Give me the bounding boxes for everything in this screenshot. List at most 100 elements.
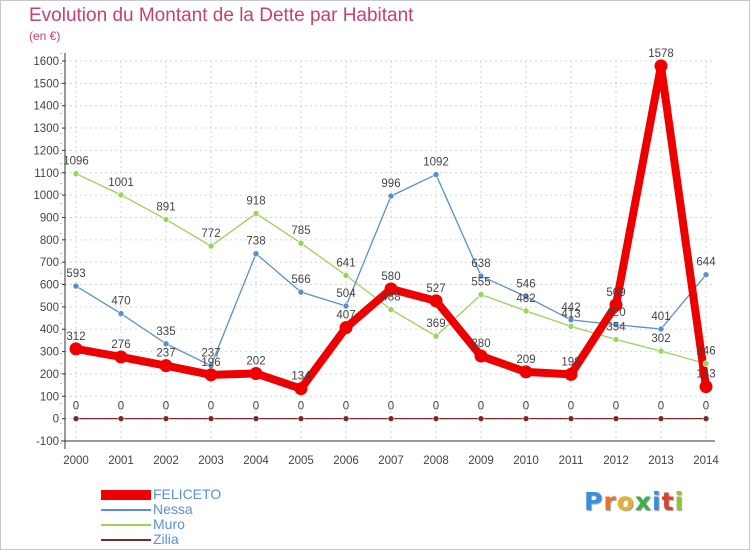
data-point-nessa-2012 <box>612 321 620 329</box>
data-label-nessa-2009: 638 <box>471 258 490 270</box>
data-point-muro-2004 <box>252 210 260 217</box>
x-tick-label-2011: 2011 <box>559 455 584 467</box>
y-tick-label-1400: 1400 <box>33 101 59 113</box>
data-point-zilia-2004 <box>252 415 260 422</box>
y-tick-label-900: 900 <box>40 212 59 224</box>
data-point-muro-2006 <box>342 272 350 279</box>
data-point-nessa-2004 <box>252 250 260 257</box>
data-label-zilia-2010: 0 <box>523 401 529 413</box>
data-label-nessa-2011: 442 <box>561 302 580 314</box>
data-point-feliceto-2011 <box>564 367 578 381</box>
data-label-nessa-2014: 644 <box>696 257 716 269</box>
data-label-zilia-2008: 0 <box>433 401 439 413</box>
data-label-muro-2008: 369 <box>426 318 445 330</box>
y-tick-label-0: 0 <box>53 414 59 426</box>
data-label-feliceto-2006: 407 <box>336 310 355 322</box>
data-point-zilia-2007 <box>387 415 395 422</box>
data-label-feliceto-2005: 134 <box>291 371 311 383</box>
data-label-zilia-2011: 0 <box>568 401 574 413</box>
data-label-feliceto-2011: 198 <box>561 356 580 368</box>
data-label-zilia-2002: 0 <box>163 401 169 413</box>
data-label-zilia-2005: 0 <box>298 401 304 413</box>
data-point-zilia-2000 <box>72 415 80 422</box>
legend-label-nessa: Nessa <box>153 501 193 517</box>
data-label-nessa-2006: 504 <box>336 288 356 300</box>
data-point-feliceto-2009 <box>474 349 488 363</box>
data-label-nessa-2001: 470 <box>111 296 130 308</box>
data-point-zilia-2009 <box>477 415 485 422</box>
x-tick-label-2002: 2002 <box>153 455 179 467</box>
data-label-feliceto-2014: 143 <box>696 369 715 381</box>
data-point-feliceto-2005 <box>294 382 308 396</box>
y-tick-label-1300: 1300 <box>33 123 59 135</box>
data-point-muro-2014 <box>702 360 710 367</box>
data-label-muro-2003: 772 <box>201 228 220 240</box>
data-point-feliceto-2001 <box>114 350 128 364</box>
data-label-muro-2006: 641 <box>336 257 355 269</box>
data-point-feliceto-2010 <box>519 365 533 379</box>
y-tick-label-1600: 1600 <box>33 56 59 68</box>
y-tick-label-1000: 1000 <box>33 190 59 202</box>
data-point-feliceto-2003 <box>204 368 218 382</box>
data-point-muro-2002 <box>162 216 170 223</box>
data-point-muro-2011 <box>567 323 575 330</box>
data-point-feliceto-2002 <box>159 359 173 373</box>
legend-label-zilia: Zilia <box>153 531 179 547</box>
data-label-zilia-2001: 0 <box>118 401 124 413</box>
data-label-zilia-2013: 0 <box>658 401 664 413</box>
data-label-nessa-2008: 1092 <box>423 157 449 169</box>
data-label-feliceto-2010: 209 <box>516 354 535 366</box>
data-label-muro-2010: 482 <box>516 293 535 305</box>
data-point-muro-2013 <box>657 347 665 355</box>
x-tick-label-2007: 2007 <box>378 455 404 467</box>
data-point-nessa-2007 <box>387 192 395 200</box>
data-point-zilia-2013 <box>657 415 665 422</box>
data-point-nessa-2014 <box>702 271 710 278</box>
data-label-feliceto-2009: 280 <box>471 338 490 350</box>
unit-label: (en €) <box>29 29 61 43</box>
data-label-zilia-2014: 0 <box>703 401 709 413</box>
proxiti-logo: Proxiti <box>584 487 685 516</box>
data-label-nessa-2010: 546 <box>516 279 535 291</box>
data-point-feliceto-2014 <box>699 380 713 394</box>
data-point-feliceto-2013 <box>654 59 668 73</box>
x-tick-label-2006: 2006 <box>333 455 359 467</box>
x-tick-label-2000: 2000 <box>63 455 89 467</box>
y-tick-label-700: 700 <box>40 257 59 269</box>
x-tick-label-2005: 2005 <box>288 455 314 467</box>
data-label-zilia-2007: 0 <box>388 401 394 413</box>
data-point-zilia-2006 <box>342 415 350 422</box>
data-point-zilia-2008 <box>432 415 440 422</box>
data-label-feliceto-2008: 527 <box>426 283 445 295</box>
y-tick-label-200: 200 <box>40 369 59 381</box>
data-label-nessa-2000: 593 <box>66 268 85 280</box>
data-label-nessa-2002: 335 <box>156 326 175 338</box>
data-point-muro-2007 <box>387 306 395 313</box>
data-point-zilia-2012 <box>612 415 620 422</box>
data-point-feliceto-2006 <box>339 321 353 335</box>
data-label-muro-2002: 891 <box>156 201 175 213</box>
data-label-zilia-2003: 0 <box>208 401 214 413</box>
x-tick-label-2001: 2001 <box>108 455 134 467</box>
y-tick-label-1100: 1100 <box>34 168 59 180</box>
x-tick-label-2008: 2008 <box>423 455 449 467</box>
data-point-zilia-2014 <box>702 415 710 422</box>
data-label-zilia-2004: 0 <box>253 401 259 413</box>
data-point-nessa-2006 <box>342 302 350 310</box>
data-point-muro-2005 <box>297 239 305 247</box>
y-tick-label--100: -100 <box>36 436 59 448</box>
y-tick-label-400: 400 <box>40 324 59 336</box>
data-point-muro-2009 <box>477 291 485 298</box>
data-point-zilia-2002 <box>162 415 170 422</box>
data-point-nessa-2011 <box>567 316 575 324</box>
data-point-zilia-2010 <box>522 415 530 422</box>
y-tick-label-1200: 1200 <box>33 145 59 157</box>
data-label-nessa-2007: 996 <box>381 178 400 190</box>
legend-swatch-zilia <box>101 539 151 541</box>
data-label-zilia-2000: 0 <box>73 401 79 413</box>
data-point-zilia-2001 <box>117 415 125 422</box>
data-label-feliceto-2007: 580 <box>381 271 400 283</box>
data-point-nessa-2001 <box>117 310 125 317</box>
chart-title: Evolution du Montant de la Dette par Hab… <box>29 5 414 26</box>
